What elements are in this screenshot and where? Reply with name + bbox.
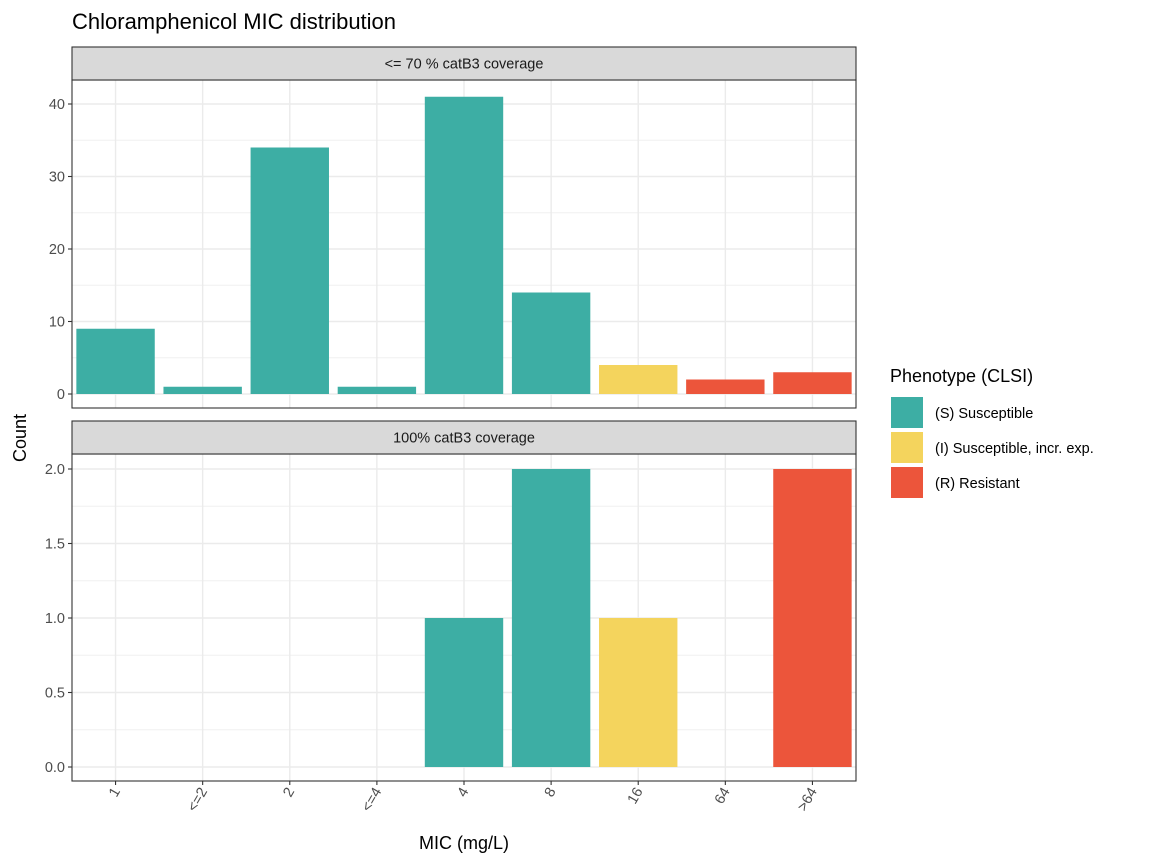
legend-title: Phenotype (CLSI) — [890, 366, 1033, 386]
bar-s — [76, 328, 155, 394]
y-tick-label: 2.0 — [45, 462, 65, 478]
facet-strip — [71, 420, 857, 455]
bar-r — [686, 379, 765, 394]
bar-s — [250, 147, 329, 394]
chart-title: Chloramphenicol MIC distribution — [72, 9, 396, 34]
legend-label: (I) Susceptible, incr. exp. — [935, 441, 1094, 457]
bar-i — [599, 365, 678, 394]
bar-s — [511, 469, 591, 767]
facet-panel: 100% catB3 coverage 0.0 0.5 1.0 1.5 2.0 — [45, 420, 857, 782]
legend-item: (S) Susceptible — [891, 397, 1033, 428]
legend-label: (R) Resistant — [935, 476, 1020, 492]
legend-item: (R) Resistant — [891, 467, 1020, 498]
x-tick-label: 64 — [712, 785, 734, 807]
bar-r — [773, 469, 852, 767]
y-tick-label: 1.5 — [45, 537, 65, 553]
bar-s — [424, 618, 504, 767]
x-tick-label: <=2 — [185, 785, 211, 815]
y-tick-label: 0 — [57, 387, 65, 403]
x-tick-label: 4 — [455, 785, 473, 800]
legend: Phenotype (CLSI) (S) Susceptible (I) Susc… — [890, 366, 1094, 498]
facet-panels: <= 70 % catB3 coverage 0 10 20 30 40 100% catB… — [45, 46, 857, 782]
x-tick-label: 16 — [625, 785, 647, 807]
bar-s — [511, 292, 591, 394]
y-axis-title: Count — [10, 414, 30, 462]
y-tick-label: 20 — [49, 242, 65, 258]
x-tick-label: >64 — [795, 785, 821, 814]
y-tick-label: 1.0 — [45, 611, 65, 627]
x-axis-title: MIC (mg/L) — [419, 833, 509, 853]
legend-item: (I) Susceptible, incr. exp. — [891, 432, 1094, 463]
y-tick-label: 0.5 — [45, 686, 65, 702]
y-tick-label: 40 — [49, 97, 65, 113]
y-tick-label: 10 — [49, 315, 65, 331]
facet-panel: <= 70 % catB3 coverage 0 10 20 30 40 — [49, 46, 857, 409]
x-tick-label: 2 — [280, 785, 298, 800]
y-tick-label: 0.0 — [45, 760, 65, 776]
bar-r — [773, 372, 852, 394]
bar-s — [337, 386, 417, 394]
facet-strip-label: <= 70 % catB3 coverage — [385, 57, 544, 73]
legend-swatch — [891, 432, 923, 463]
y-tick-label: 30 — [49, 170, 65, 186]
bar-s — [163, 386, 242, 394]
bar-s — [424, 96, 504, 394]
bar-i — [599, 618, 678, 767]
legend-swatch — [891, 467, 923, 498]
x-tick-label: 1 — [106, 785, 124, 800]
legend-label: (S) Susceptible — [935, 406, 1033, 422]
x-tick-label: 8 — [542, 785, 560, 800]
facet-strip — [71, 46, 857, 81]
x-tick-label: <=4 — [359, 785, 385, 815]
x-axis: 1 <=2 2 <=4 4 8 16 64 >64 — [106, 781, 821, 815]
facet-strip-label: 100% catB3 coverage — [393, 431, 535, 447]
legend-swatch — [891, 397, 923, 428]
